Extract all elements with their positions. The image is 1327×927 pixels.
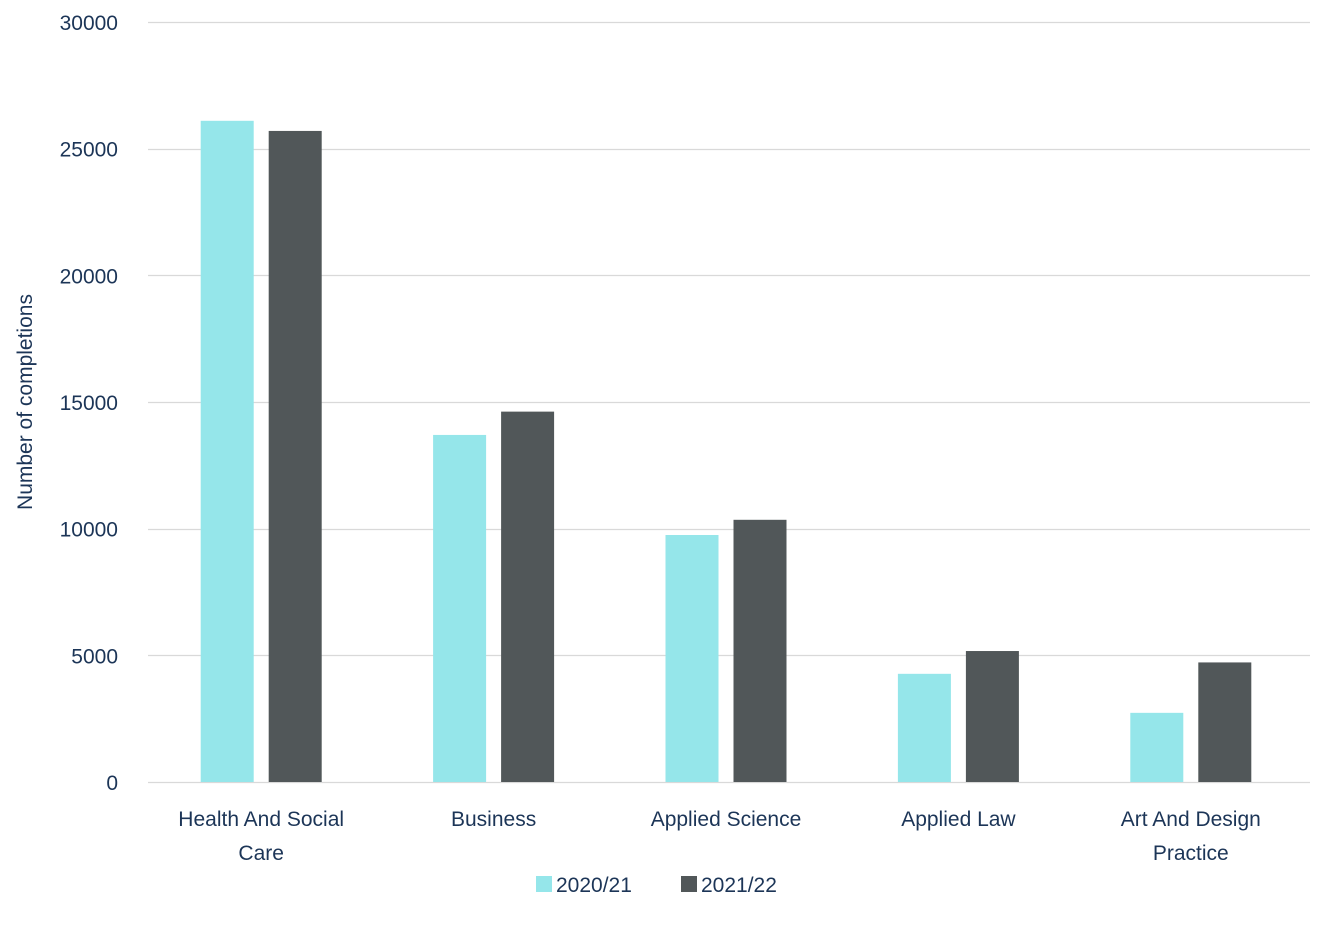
x-tick-label: Business [451, 808, 536, 831]
y-axis-ticks: 0 5000 10000 15000 20000 25000 30000 [60, 12, 118, 795]
bar-2021-22-3 [965, 651, 1019, 782]
legend-entry: 2020/21 [536, 874, 632, 897]
bar-2021-22-2 [733, 519, 787, 782]
x-tick-label-line: Business [451, 808, 536, 831]
bar-2021-22-0 [268, 130, 322, 782]
y-axis-title: Number of completions [14, 294, 37, 510]
legend-swatch [536, 876, 552, 892]
y-tick-label: 25000 [60, 139, 118, 162]
y-tick-label: 10000 [60, 519, 118, 542]
bar-2020-21-0 [200, 120, 254, 783]
bars [200, 120, 1252, 783]
x-tick-label-line: Care [238, 842, 284, 865]
y-tick-label: 15000 [60, 392, 118, 415]
legend-label: 2020/21 [556, 874, 632, 897]
legend-label: 2021/22 [701, 874, 777, 897]
y-tick-label: 0 [106, 772, 118, 795]
x-tick-label-line: Health And Social [178, 808, 344, 831]
x-tick-label: Art And Design Practice [1121, 808, 1261, 865]
x-tick-label: Applied Science [651, 808, 802, 831]
bar-2020-21-1 [433, 434, 487, 782]
x-tick-label: Health And Social Care [178, 808, 344, 865]
y-tick-label: 30000 [60, 12, 118, 35]
x-tick-label-line: Art And Design [1121, 808, 1261, 831]
legend-entry: 2021/22 [681, 874, 777, 897]
gridlines [148, 21, 1310, 784]
legend-swatch [681, 876, 697, 892]
x-tick-label-line: Applied Law [901, 808, 1016, 831]
x-tick-label-line: Practice [1153, 842, 1229, 865]
bar-2021-22-1 [501, 411, 555, 782]
bar-2021-22-4 [1198, 662, 1252, 782]
bar-2020-21-4 [1130, 712, 1184, 782]
legend: 2020/21 2021/22 [536, 874, 777, 897]
x-tick-label: Applied Law [901, 808, 1016, 831]
y-tick-label: 20000 [60, 265, 118, 288]
bar-2020-21-2 [665, 535, 719, 782]
bar-2020-21-3 [897, 673, 951, 782]
y-tick-label: 5000 [71, 645, 118, 668]
x-tick-label-line: Applied Science [651, 808, 802, 831]
x-axis-ticks: Health And Social Care Business Applied Sci… [178, 808, 1261, 865]
